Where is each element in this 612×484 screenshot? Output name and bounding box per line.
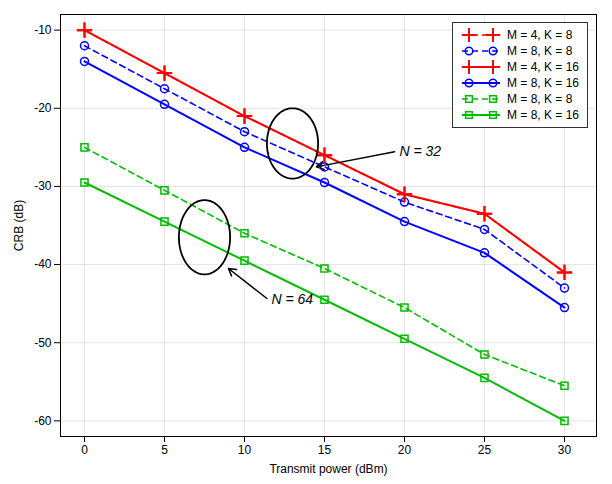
svg-text:10: 10 [238, 443, 252, 457]
svg-text:-40: -40 [34, 257, 52, 271]
svg-text:25: 25 [478, 443, 492, 457]
svg-text:N = 32: N = 32 [400, 143, 442, 159]
html-text:M = 8, K = 8: M = 8, K = 8 [507, 44, 573, 58]
svg-text:CRB (dB): CRB (dB) [12, 200, 26, 251]
svg-text:-10: -10 [34, 23, 52, 37]
html-text:M = 4, K = 16: M = 4, K = 16 [507, 60, 579, 74]
html-text:M = 8, K = 8: M = 8, K = 8 [507, 92, 573, 106]
svg-text:-20: -20 [34, 101, 52, 115]
html-text:M = 8, K = 16: M = 8, K = 16 [507, 76, 579, 90]
svg-text:20: 20 [398, 443, 412, 457]
svg-text:0: 0 [81, 443, 88, 457]
svg-text:-30: -30 [34, 179, 52, 193]
svg-text:-50: -50 [34, 336, 52, 350]
svg-text:Transmit power (dBm): Transmit power (dBm) [269, 462, 387, 476]
svg-text:30: 30 [558, 443, 572, 457]
svg-text:5: 5 [161, 443, 168, 457]
html-text:M = 4, K = 8: M = 4, K = 8 [507, 28, 573, 42]
svg-text:-60: -60 [34, 414, 52, 428]
html-text:M = 8, K = 16: M = 8, K = 16 [507, 108, 579, 122]
svg-text:15: 15 [318, 443, 332, 457]
svg-text:N = 64: N = 64 [272, 291, 314, 307]
